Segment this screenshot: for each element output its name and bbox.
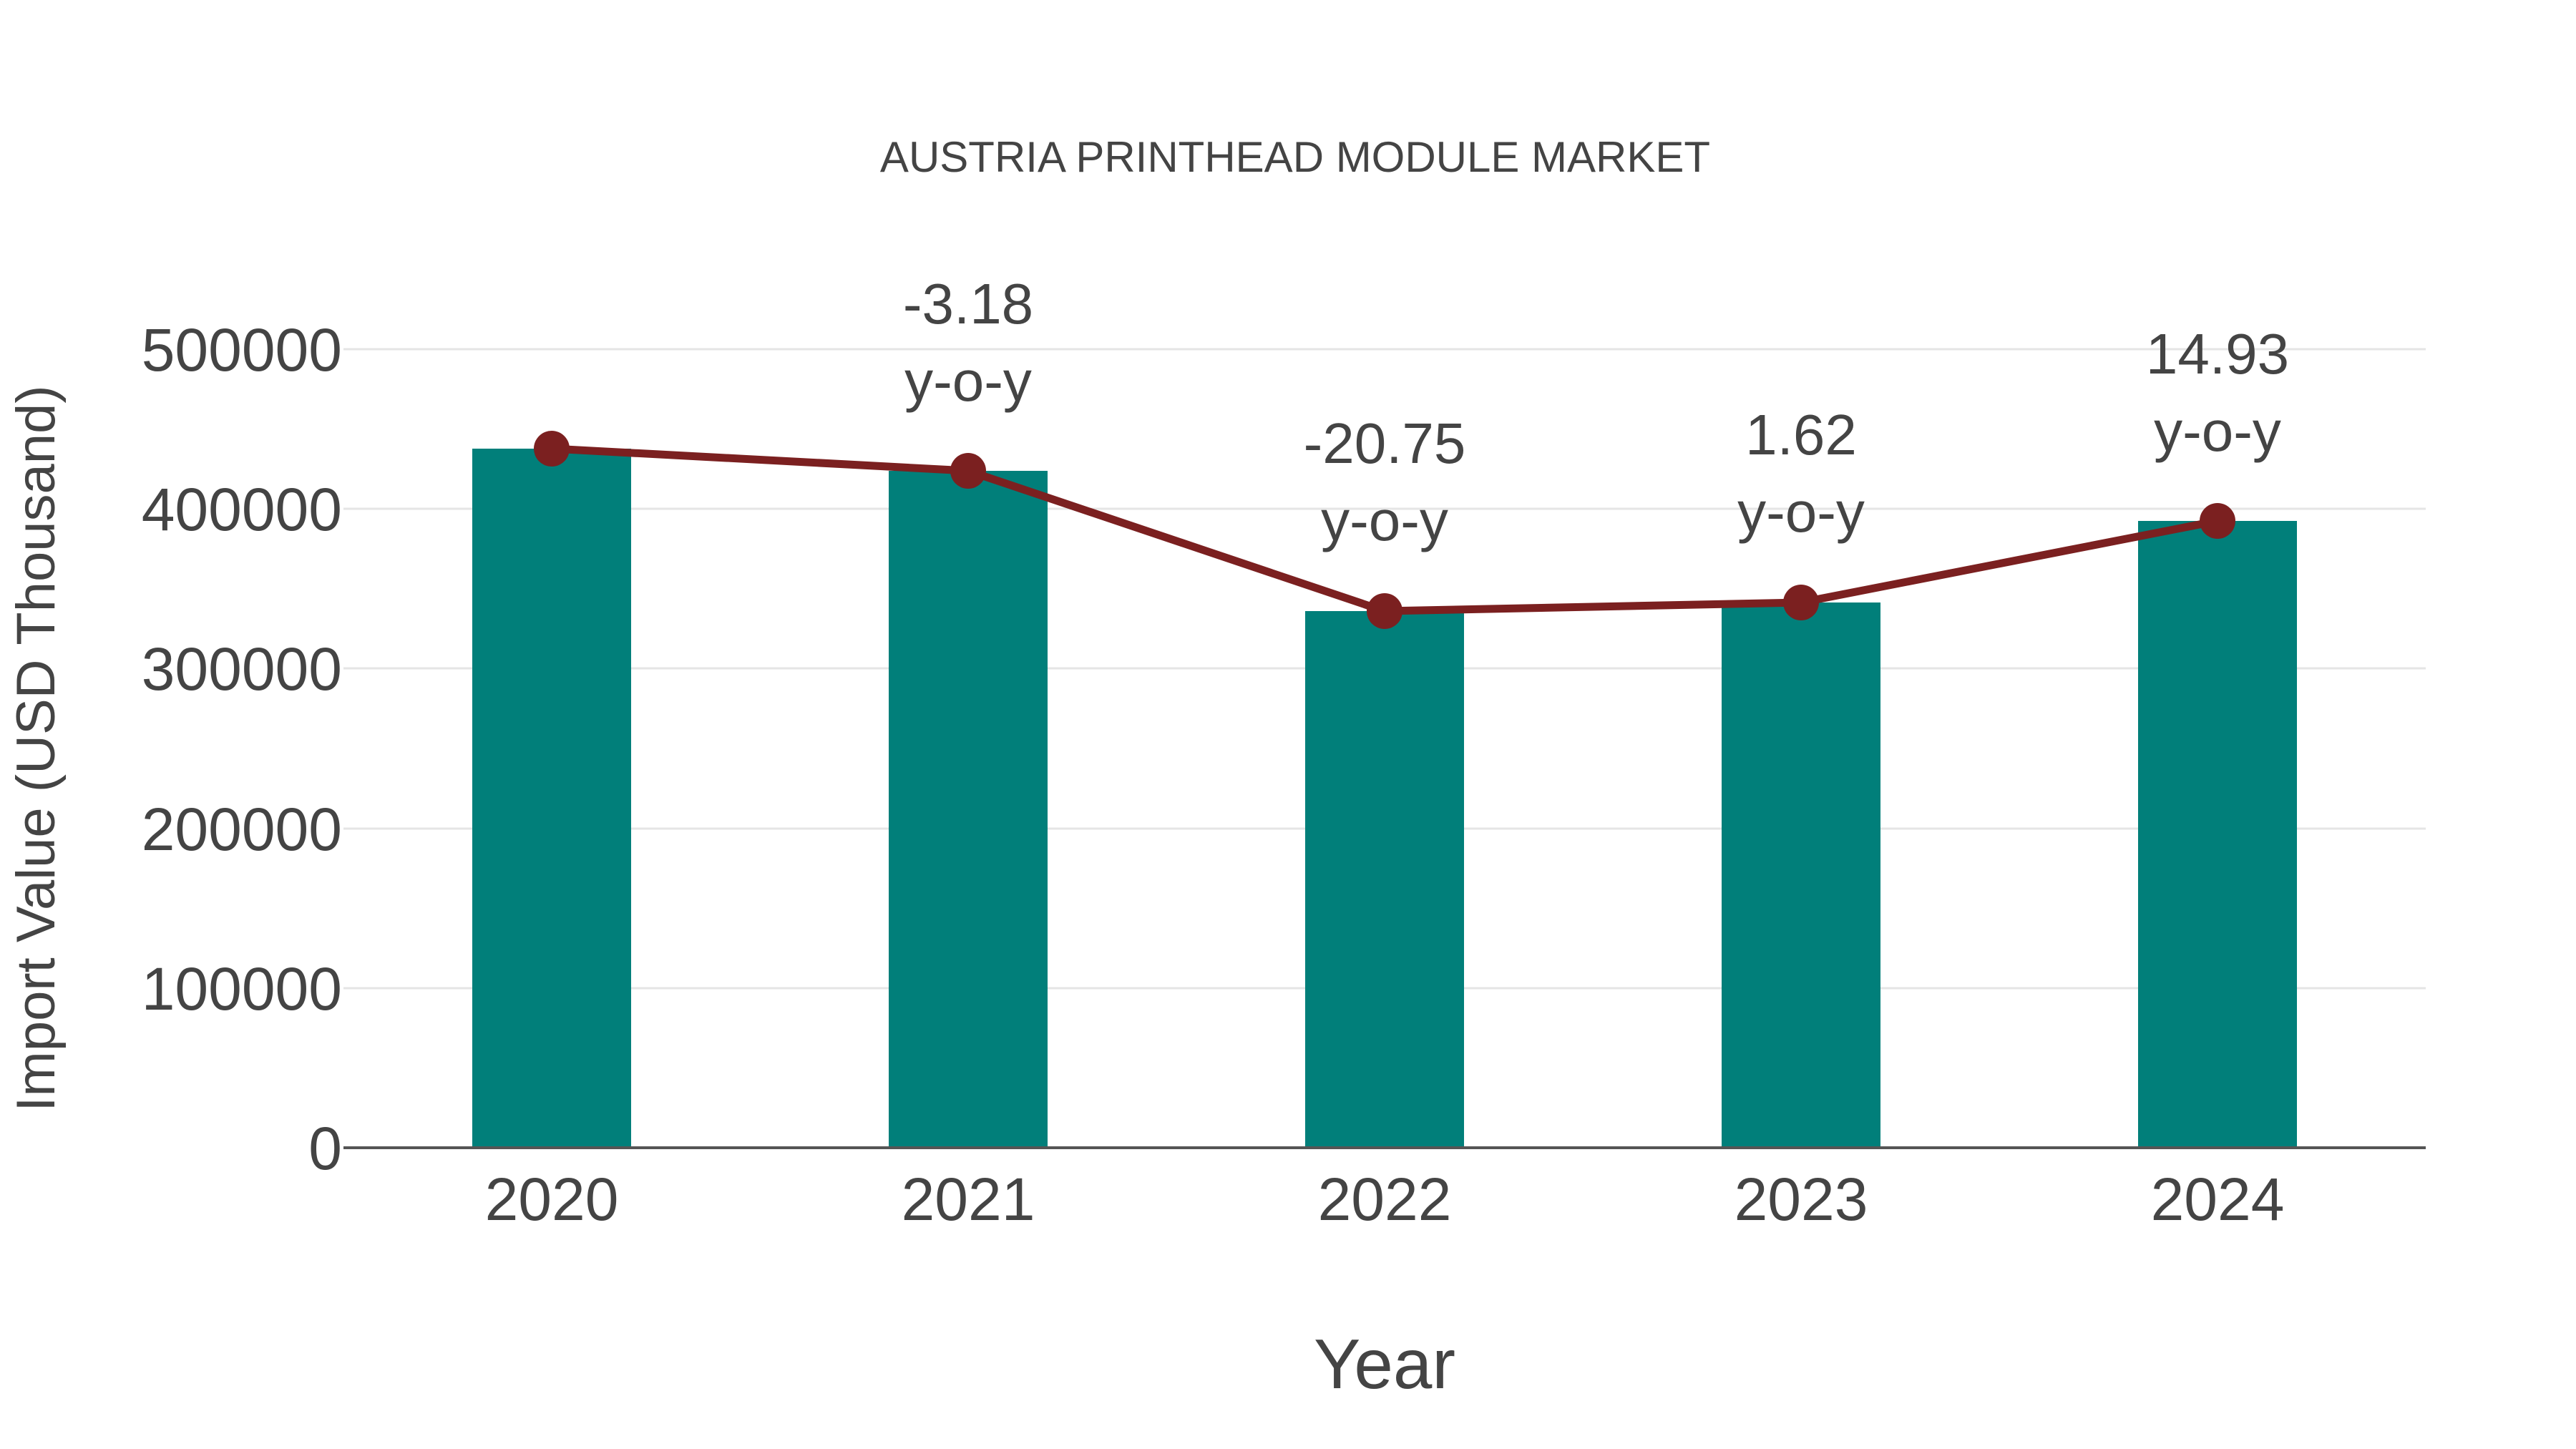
annotation-2024-suffix: y-o-y bbox=[2154, 399, 2281, 463]
annotation-2022-suffix: y-o-y bbox=[1321, 489, 1448, 552]
annotation-2024-value: 14.93 bbox=[2146, 322, 2289, 386]
marker-2020[interactable] bbox=[534, 431, 570, 467]
trend-markers bbox=[534, 431, 2235, 629]
x-tick-label: 2020 bbox=[485, 1166, 619, 1233]
x-tick-label: 2023 bbox=[1735, 1166, 1868, 1233]
y-axis-title: Import Value (USD Thousand) bbox=[6, 385, 67, 1111]
bar-2022[interactable] bbox=[1305, 611, 1464, 1148]
y-tick-label: 500000 bbox=[142, 316, 342, 384]
marker-2022[interactable] bbox=[1367, 593, 1402, 629]
annotation-2023-suffix: y-o-y bbox=[1737, 480, 1865, 544]
x-tick-label: 2024 bbox=[2151, 1166, 2285, 1233]
y-tick-label: 400000 bbox=[142, 476, 342, 543]
marker-2021[interactable] bbox=[950, 453, 986, 489]
annotation-2021-value: -3.18 bbox=[903, 272, 1033, 336]
x-tick-label: 2022 bbox=[1318, 1166, 1452, 1233]
y-tick-label: 200000 bbox=[142, 796, 342, 863]
y-tick-label: 300000 bbox=[142, 635, 342, 703]
y-axis-ticks: 500000 400000 300000 200000 100000 0 bbox=[142, 316, 342, 1182]
bar-2023[interactable] bbox=[1722, 602, 1880, 1148]
x-tick-label: 2021 bbox=[902, 1166, 1035, 1233]
x-axis-ticks: 2020 2021 2022 2023 2024 bbox=[485, 1166, 2285, 1233]
x-axis-title: Year bbox=[1314, 1324, 1455, 1403]
y-tick-label: 100000 bbox=[142, 955, 342, 1023]
bar-2020[interactable] bbox=[472, 449, 631, 1148]
annotation-2021-suffix: y-o-y bbox=[904, 349, 1032, 413]
bars bbox=[472, 449, 2297, 1148]
marker-2024[interactable] bbox=[2200, 503, 2235, 539]
marker-2023[interactable] bbox=[1783, 585, 1819, 620]
bar-2024[interactable] bbox=[2138, 521, 2297, 1148]
annotation-2022-value: -20.75 bbox=[1304, 411, 1466, 475]
yoy-annotations: -3.18 y-o-y -20.75 y-o-y 1.62 y-o-y 14.9… bbox=[903, 272, 2289, 552]
y-tick-label: 0 bbox=[308, 1115, 342, 1182]
bar-2021[interactable] bbox=[889, 471, 1048, 1148]
annotation-2023-value: 1.62 bbox=[1745, 403, 1857, 467]
chart-title: AUSTRIA PRINTHEAD MODULE MARKET bbox=[880, 133, 1710, 181]
